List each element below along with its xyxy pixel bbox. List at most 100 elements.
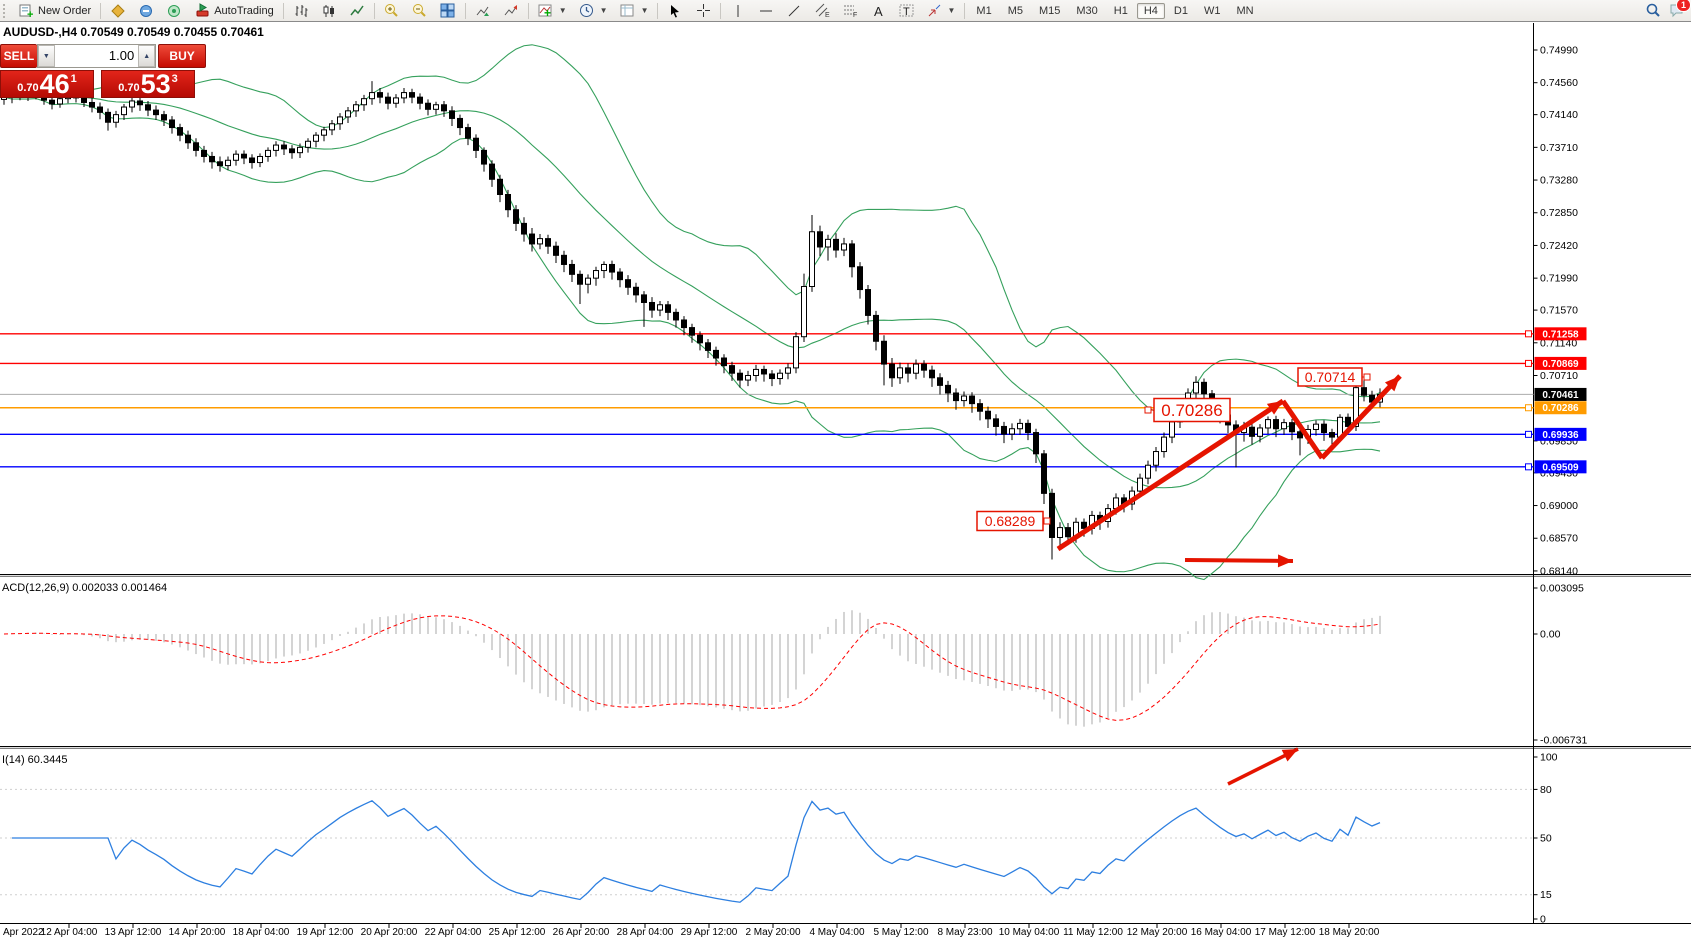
auto-scroll-button[interactable] bbox=[469, 0, 497, 21]
sell-label: SELL bbox=[3, 49, 35, 63]
cursor-tool-button[interactable] bbox=[661, 0, 689, 21]
price-label-0.70286[interactable]: 0.70286 bbox=[1144, 397, 1231, 423]
sell-button[interactable]: SELL bbox=[0, 44, 37, 68]
horizontal-line-tool-button[interactable] bbox=[752, 0, 780, 21]
templates-button[interactable]: ▼ bbox=[614, 0, 655, 21]
arrows-tool-button[interactable]: ▼ bbox=[920, 0, 961, 21]
timeframe-h1[interactable]: H1 bbox=[1113, 4, 1128, 17]
crosshair-tool-button[interactable] bbox=[689, 0, 717, 21]
candlestick-chart-button[interactable] bbox=[315, 0, 343, 21]
svg-text:28 Apr 04:00: 28 Apr 04:00 bbox=[617, 927, 674, 938]
signals-button[interactable] bbox=[160, 0, 188, 21]
rsi-arrow[interactable] bbox=[1227, 747, 1299, 786]
svg-text:12 Apr 04:00: 12 Apr 04:00 bbox=[41, 927, 98, 938]
bollinger-bands bbox=[3, 44, 1381, 581]
svg-text:0.73710: 0.73710 bbox=[1540, 142, 1578, 154]
fibonacci-tool-button[interactable]: F bbox=[836, 0, 864, 21]
timeframe-m15[interactable]: M15 bbox=[1038, 4, 1061, 17]
label-tool-button[interactable]: T bbox=[892, 0, 920, 21]
hline-0.70286[interactable]: 0.70286 bbox=[0, 401, 1587, 415]
svg-text:11 May 12:00: 11 May 12:00 bbox=[1063, 927, 1123, 938]
macd-arrow[interactable] bbox=[1184, 554, 1294, 568]
arrows-icon bbox=[926, 3, 942, 19]
buy-button[interactable]: BUY bbox=[158, 44, 206, 68]
tile-windows-button[interactable] bbox=[434, 0, 462, 21]
trendline-tool-button[interactable] bbox=[780, 0, 808, 21]
timeframe-h4[interactable]: H4 bbox=[1136, 2, 1165, 19]
price-axis: 0.74990 0.74560 0.74140 0.73710 0.73280 0.728… bbox=[1533, 45, 1578, 577]
svg-text:I(14) 60.3445: I(14) 60.3445 bbox=[2, 754, 67, 766]
autotrading-button[interactable]: AutoTrading bbox=[188, 0, 280, 21]
svg-text:0.70714: 0.70714 bbox=[1305, 369, 1356, 385]
buy-price-sup: 3 bbox=[171, 73, 178, 85]
chart-shift-button[interactable] bbox=[497, 0, 525, 21]
search-ic[interactable] bbox=[1645, 2, 1661, 18]
svg-text:16 May 04:00: 16 May 04:00 bbox=[1191, 927, 1252, 938]
hline-0.71258[interactable]: 0.71258 bbox=[0, 327, 1587, 341]
svg-text:18 Apr 04:00: 18 Apr 04:00 bbox=[233, 927, 290, 938]
lot-decrease-button[interactable]: ▼ bbox=[37, 45, 55, 67]
svg-text:+: + bbox=[544, 6, 551, 18]
lot-size-input[interactable]: 1.00 bbox=[108, 48, 135, 63]
timeframe-d1[interactable]: D1 bbox=[1173, 4, 1188, 17]
dropdown-caret: ▼ bbox=[640, 6, 649, 15]
metaeditor-icon bbox=[110, 3, 126, 19]
svg-text:17 May 12:00: 17 May 12:00 bbox=[1255, 927, 1316, 938]
text-icon: A bbox=[870, 3, 886, 19]
candlesticks bbox=[1, 81, 1383, 560]
dropdown-caret: ▼ bbox=[558, 6, 567, 15]
buy-price-big: 53 bbox=[140, 69, 171, 99]
hline-0.69509[interactable]: 0.69509 bbox=[0, 460, 1587, 474]
new-order-button[interactable]: + New Order bbox=[12, 0, 97, 21]
zoom-out-button[interactable] bbox=[406, 0, 434, 21]
line-chart-icon bbox=[349, 3, 365, 19]
timeframe-m1[interactable]: M1 bbox=[976, 4, 992, 17]
price-label-0.70714[interactable]: 0.70714 bbox=[1297, 367, 1371, 387]
toolbar-separator bbox=[720, 2, 722, 19]
data-window-button[interactable] bbox=[132, 0, 160, 21]
hline-0.70869[interactable]: 0.70869 bbox=[0, 356, 1587, 370]
notifications-button[interactable]: 1 bbox=[1669, 0, 1691, 18]
hline-0.69936[interactable]: 0.69936 bbox=[0, 427, 1587, 441]
timeframe-mn[interactable]: MN bbox=[1236, 4, 1254, 17]
svg-text:A: A bbox=[874, 4, 883, 18]
channel-tool-button[interactable]: E bbox=[808, 0, 836, 21]
trend-arrow[interactable] bbox=[1320, 374, 1402, 460]
svg-text:14 Apr 20:00: 14 Apr 20:00 bbox=[169, 927, 226, 938]
svg-text:0.68140: 0.68140 bbox=[1540, 565, 1578, 577]
toolbar-separator bbox=[373, 2, 375, 19]
text-tool-button[interactable]: A bbox=[864, 0, 892, 21]
indicators-button[interactable]: + ▼ bbox=[532, 0, 573, 21]
svg-text:29 Apr 12:00: 29 Apr 12:00 bbox=[681, 927, 738, 938]
svg-text:0.003095: 0.003095 bbox=[1540, 583, 1584, 595]
timeframe-m30[interactable]: M30 bbox=[1076, 4, 1098, 17]
svg-text:13 Apr 12:00: 13 Apr 12:00 bbox=[105, 927, 162, 938]
buy-price-quote[interactable]: 0.70 53 3 bbox=[101, 70, 195, 98]
zoom-in-button[interactable] bbox=[378, 0, 406, 21]
indicators-icon: + bbox=[538, 3, 554, 19]
line-chart-button[interactable] bbox=[343, 0, 371, 21]
user-annotations[interactable]: 0.70714 0.70286 0.68289 bbox=[976, 367, 1402, 786]
candlestick-chart-icon bbox=[321, 3, 337, 19]
timeframe-w1[interactable]: W1 bbox=[1203, 4, 1221, 17]
metaeditor-button[interactable] bbox=[104, 0, 132, 21]
signals-icon bbox=[166, 3, 182, 19]
bar-chart-button[interactable] bbox=[287, 0, 315, 21]
sell-price-quote[interactable]: 0.70 46 1 bbox=[0, 70, 94, 98]
timeframe-m5[interactable]: M5 bbox=[1007, 4, 1023, 17]
toolbar-grip[interactable] bbox=[3, 3, 9, 18]
svg-text:4 May 04:00: 4 May 04:00 bbox=[809, 927, 864, 938]
svg-text:26 Apr 20:00: 26 Apr 20:00 bbox=[553, 927, 610, 938]
svg-text:0.69509: 0.69509 bbox=[1542, 462, 1579, 473]
svg-text:0.72850: 0.72850 bbox=[1540, 207, 1578, 219]
trend-arrow[interactable] bbox=[1280, 399, 1325, 460]
price-label-0.68289[interactable]: 0.68289 bbox=[976, 510, 1051, 532]
vertical-line-tool-button[interactable] bbox=[724, 0, 752, 21]
main-toolbar: + New Order AutoTrading + ▼ ▼ ▼ bbox=[0, 0, 1691, 22]
trend-arrow[interactable] bbox=[1056, 398, 1285, 552]
svg-text:Apr 2022: Apr 2022 bbox=[3, 927, 44, 938]
svg-text:12 May 20:00: 12 May 20:00 bbox=[1127, 927, 1188, 938]
periods-button[interactable]: ▼ bbox=[573, 0, 614, 21]
lot-increase-button[interactable]: ▲ bbox=[138, 45, 156, 67]
